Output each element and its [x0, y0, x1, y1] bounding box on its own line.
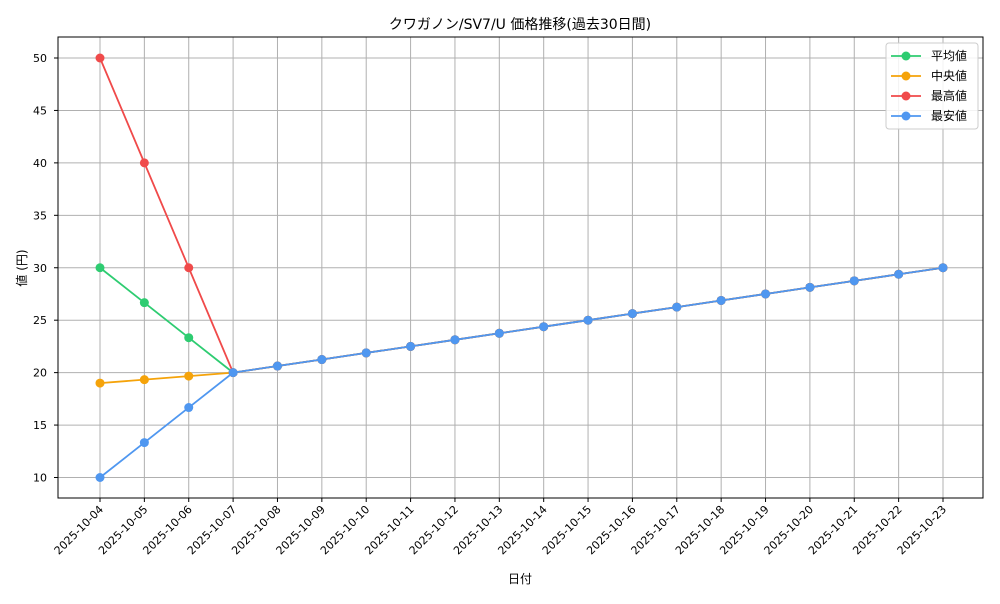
data-point: [805, 282, 815, 292]
data-point: [95, 473, 105, 482]
data-point: [228, 368, 238, 378]
y-tick-label: 10: [33, 472, 47, 485]
series-lines: [95, 53, 948, 482]
y-tick-label: 25: [33, 314, 47, 327]
data-point: [627, 309, 637, 319]
y-tick-label: 20: [33, 367, 47, 380]
data-point: [406, 341, 416, 351]
y-tick-label: 35: [33, 209, 47, 222]
data-point: [450, 335, 460, 345]
legend-label: 最安値: [931, 108, 967, 123]
y-axis-label: 値 (円): [14, 249, 29, 286]
data-point: [938, 263, 948, 273]
data-point: [894, 269, 904, 279]
data-point: [361, 348, 371, 358]
y-axis: 10 15 20 25 30 35 40 45 50: [33, 52, 58, 485]
data-point: [184, 263, 194, 273]
data-point: [139, 375, 149, 385]
data-point: [583, 315, 593, 325]
x-axis: 2025-10-042025-10-052025-10-062025-10-07…: [52, 498, 949, 557]
legend-label: 中央値: [931, 68, 967, 83]
grid: [58, 37, 983, 498]
data-point: [849, 276, 859, 286]
series-中央値: [95, 263, 948, 388]
data-point: [716, 295, 726, 305]
y-tick-label: 15: [33, 419, 47, 432]
data-point: [272, 361, 282, 371]
data-point: [184, 403, 194, 413]
data-point: [95, 53, 105, 63]
y-tick-label: 30: [33, 262, 47, 275]
data-point: [317, 355, 327, 365]
data-point: [95, 263, 105, 273]
data-point: [672, 302, 682, 312]
data-point: [139, 158, 149, 168]
data-point: [139, 438, 149, 448]
y-tick-label: 40: [33, 157, 47, 170]
x-axis-label: 日付: [508, 572, 532, 586]
y-tick-label: 50: [33, 52, 47, 65]
data-point: [539, 322, 549, 332]
chart-title: クワガノン/SV7/U 価格推移(過去30日間): [389, 17, 651, 33]
series-最安値: [95, 263, 948, 482]
data-point: [184, 371, 194, 381]
data-point: [139, 298, 149, 308]
data-point: [95, 378, 105, 388]
data-point: [761, 289, 771, 299]
data-point: [494, 328, 504, 338]
legend-label: 最高値: [931, 88, 967, 103]
y-tick-label: 45: [33, 104, 47, 117]
data-point: [184, 333, 194, 343]
legend-label: 平均値: [931, 48, 967, 63]
